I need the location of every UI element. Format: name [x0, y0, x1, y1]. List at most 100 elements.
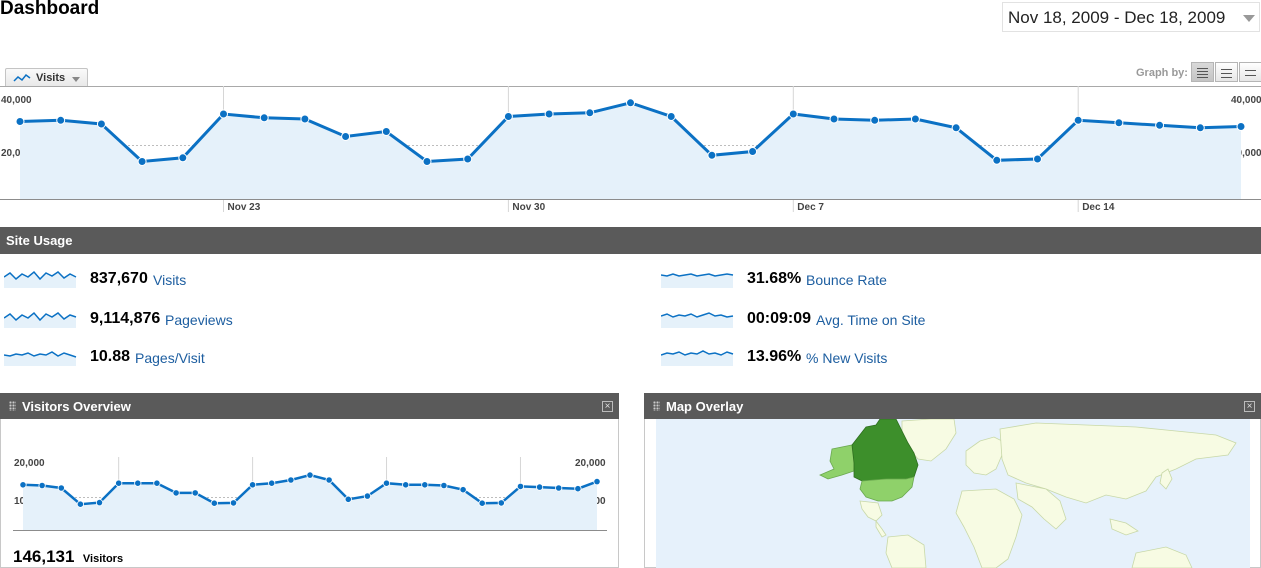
drag-handle-icon[interactable]	[653, 401, 660, 411]
chart-point[interactable]	[172, 489, 180, 497]
chart-point[interactable]	[210, 499, 218, 507]
chart-point[interactable]	[626, 98, 635, 108]
graph-by-week-button[interactable]	[1215, 62, 1238, 82]
chart-point[interactable]	[992, 155, 1002, 165]
usage-link-avg-time-on-site[interactable]: Avg. Time on Site	[816, 312, 926, 328]
chart-point[interactable]	[268, 479, 276, 487]
chart-point[interactable]	[134, 479, 142, 487]
chart-point[interactable]	[38, 481, 46, 490]
usage-link-pageviews[interactable]: Pageviews	[165, 312, 233, 328]
chart-point[interactable]	[287, 476, 295, 484]
chart-point[interactable]	[535, 483, 544, 491]
chart-point[interactable]	[544, 109, 554, 119]
chart-point[interactable]	[910, 114, 920, 124]
chart-point[interactable]	[951, 123, 961, 133]
chart-point[interactable]	[459, 486, 467, 494]
chart-point[interactable]	[593, 477, 601, 486]
chart-point[interactable]	[15, 117, 25, 126]
canada-shape	[851, 419, 919, 482]
y-axis-label-left-top: 40,000	[1, 95, 32, 106]
chart-point[interactable]	[503, 112, 513, 121]
chart-point[interactable]	[153, 479, 161, 487]
usage-value-avg-time-on-site: 00:09:09	[747, 310, 812, 327]
chart-point[interactable]	[191, 489, 199, 497]
chart-point[interactable]	[325, 476, 333, 484]
y-axis-label-left-mid: 20,000	[1, 148, 32, 159]
chart-point[interactable]	[422, 157, 432, 166]
chart-point[interactable]	[344, 495, 352, 503]
sparkline-icon	[661, 312, 734, 328]
chart-point[interactable]	[56, 115, 66, 125]
chart-point[interactable]	[249, 481, 257, 489]
chart-point[interactable]	[95, 499, 104, 507]
chart-point[interactable]	[57, 484, 65, 492]
usage-link-visits[interactable]: Visits	[153, 272, 187, 288]
chart-point[interactable]	[229, 499, 238, 507]
chart-point[interactable]	[555, 484, 563, 492]
chart-point[interactable]	[1073, 115, 1083, 125]
sparkline-icon	[4, 351, 77, 366]
chart-point[interactable]	[440, 481, 448, 490]
page-title: Dashboard	[0, 0, 100, 19]
chart-point[interactable]	[1155, 120, 1165, 130]
chart-point[interactable]	[382, 479, 391, 487]
graph-by-day-button[interactable]	[1191, 62, 1214, 82]
chart-point[interactable]	[707, 150, 717, 160]
usage-link-new-visits[interactable]: % New Visits	[806, 350, 888, 366]
close-icon[interactable]: ×	[1244, 401, 1255, 412]
metric-selector-tab[interactable]: Visits	[5, 68, 88, 87]
chevron-down-icon[interactable]	[1243, 15, 1255, 22]
chart-point[interactable]	[666, 112, 676, 121]
chart-point[interactable]	[516, 482, 525, 491]
graph-by-month-button[interactable]	[1239, 62, 1261, 82]
chart-point[interactable]	[788, 109, 798, 119]
chart-point[interactable]	[259, 113, 269, 123]
chart-point[interactable]	[137, 157, 147, 166]
usage-value-pageviews: 9,114,876	[90, 310, 161, 327]
chart-point[interactable]	[463, 154, 473, 164]
india-shape	[1015, 482, 1067, 530]
chart-point[interactable]	[178, 153, 188, 163]
chart-point[interactable]	[585, 108, 595, 118]
date-range-selector[interactable]: Nov 18, 2009 - Dec 18, 2009	[1002, 2, 1260, 32]
chart-point[interactable]	[19, 481, 27, 489]
chart-point[interactable]	[497, 499, 505, 507]
chart-point[interactable]	[219, 109, 228, 119]
metric-selector-label: Visits	[36, 72, 66, 84]
chart-point[interactable]	[381, 127, 391, 136]
visitors-total-link[interactable]: Visitors	[82, 553, 124, 565]
y-axis-label-right-top: 40,000	[1231, 95, 1261, 106]
usage-link-pages-per-visit[interactable]: Pages/Visit	[135, 350, 205, 366]
chart-point[interactable]	[421, 481, 429, 489]
chart-point[interactable]	[829, 114, 839, 124]
chart-point[interactable]	[96, 119, 106, 129]
chart-point[interactable]	[115, 479, 123, 487]
chart-point[interactable]	[478, 499, 486, 507]
chart-point[interactable]	[1033, 154, 1042, 164]
usage-link-bounce-rate[interactable]: Bounce Rate	[806, 272, 887, 288]
drag-handle-icon[interactable]	[9, 401, 16, 411]
chart-point[interactable]	[574, 485, 582, 493]
chart-point[interactable]	[300, 114, 310, 124]
australia-shape	[1131, 546, 1193, 568]
chart-point[interactable]	[1236, 122, 1246, 131]
usage-value-visits: 837,670	[90, 270, 148, 287]
site-usage-header: Site Usage	[0, 227, 1261, 254]
y-axis-label-right-mid: 20,000	[1231, 148, 1261, 159]
chart-point[interactable]	[363, 492, 371, 500]
chart-point[interactable]	[1114, 118, 1124, 128]
usage-row-avg-time-on-site: 00:09:09 Avg. Time on Site	[661, 308, 1221, 332]
south-america-shape	[885, 534, 927, 568]
chart-point[interactable]	[870, 115, 880, 125]
africa-shape	[955, 488, 1023, 568]
chart-point[interactable]	[341, 132, 351, 141]
close-icon[interactable]: ×	[602, 401, 613, 412]
central-america-shape	[875, 519, 887, 538]
chart-point[interactable]	[306, 471, 314, 479]
chart-point[interactable]	[402, 481, 410, 489]
world-map[interactable]	[656, 419, 1250, 568]
chart-point[interactable]	[1195, 123, 1205, 133]
sparkline-icon	[661, 350, 734, 366]
chart-point[interactable]	[76, 500, 85, 508]
chart-point[interactable]	[748, 147, 758, 156]
